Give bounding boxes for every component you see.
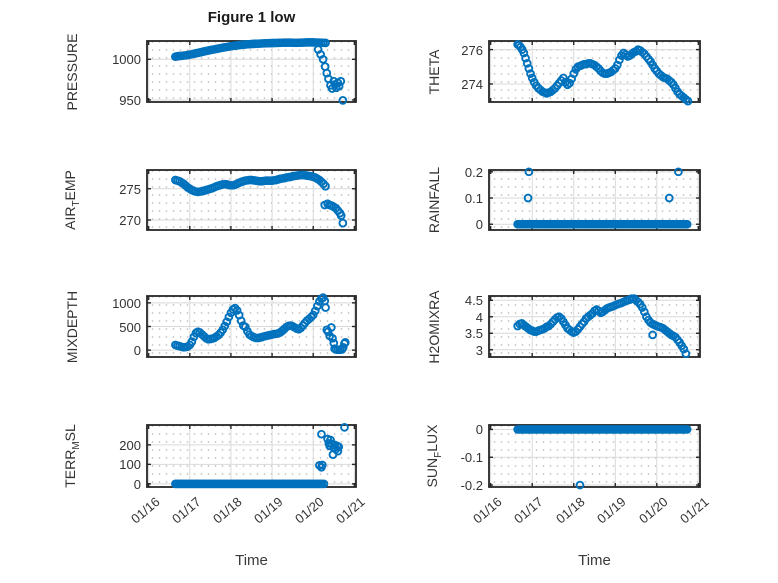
mixdepth-ytick-500: 500 xyxy=(119,319,141,335)
sun-flux-xtick-01/21: 01/21 xyxy=(677,494,712,527)
h2omixra-scatter xyxy=(488,294,701,359)
terr-msl-xtick-01/17: 01/17 xyxy=(168,494,204,527)
air-temp-scatter xyxy=(146,169,357,231)
h2omixra-ytick-4: 4 xyxy=(475,309,483,325)
mixdepth-plot-area xyxy=(146,293,357,358)
h2omixra-ytick-3.5: 3.5 xyxy=(464,326,483,342)
theta-plot-area xyxy=(488,40,701,106)
pressure-scatter xyxy=(146,38,357,105)
sun-flux-ytick--0.1: -0.1 xyxy=(460,450,483,466)
sun-flux-plot-area xyxy=(488,424,701,490)
mixdepth-ytick-0: 0 xyxy=(133,343,141,359)
h2omixra-ytick-3: 3 xyxy=(475,342,483,358)
air-temp-ytick-270: 270 xyxy=(119,213,141,228)
terr-msl-xtick-01/18: 01/18 xyxy=(209,494,245,527)
pressure-ytick-950: 950 xyxy=(119,92,141,108)
rainfall-ytick-0.1: 0.1 xyxy=(464,191,483,207)
h2omixra-plot-area xyxy=(488,294,701,359)
air-temp-plot-area xyxy=(146,169,357,231)
terr-msl-xtick-01/21: 01/21 xyxy=(333,494,368,527)
terr-msl-ylabel: TERRMSL xyxy=(62,424,82,488)
sun-flux-ytick--0.2: -0.2 xyxy=(460,478,483,494)
mixdepth-ytick-1000: 1000 xyxy=(112,295,141,311)
sun-flux-xtick-01/20: 01/20 xyxy=(635,494,671,527)
theta-scatter xyxy=(488,40,701,106)
terr-msl-xtick-01/19: 01/19 xyxy=(251,494,286,527)
sun-flux-xtick-01/16: 01/16 xyxy=(469,494,505,527)
sun-flux-xtick-01/18: 01/18 xyxy=(552,494,588,527)
terr-msl-xtick-01/20: 01/20 xyxy=(292,494,327,527)
pressure-ylabel: PRESSURE xyxy=(64,32,80,111)
theta-ytick-274: 274 xyxy=(461,76,483,92)
x-axis-label-left: Time xyxy=(235,552,268,569)
air-temp-ylabel: AIRTEMP xyxy=(62,170,82,230)
x-axis-label-right: Time xyxy=(578,552,611,569)
sun-flux-ylabel: SUNFLUX xyxy=(424,424,444,488)
rainfall-scatter xyxy=(488,167,701,231)
rainfall-ylabel: RAINFALL xyxy=(426,166,442,234)
sun-flux-scatter xyxy=(488,424,701,490)
terr-msl-scatter xyxy=(146,422,357,489)
terr-msl-plot-area xyxy=(146,422,357,489)
rainfall-ytick-0.2: 0.2 xyxy=(464,164,483,180)
sun-flux-ytick-0: 0 xyxy=(475,422,483,438)
mixdepth-scatter xyxy=(146,293,357,358)
terr-msl-ytick-100: 100 xyxy=(119,457,141,473)
theta-ytick-276: 276 xyxy=(461,42,483,58)
mixdepth-ylabel: MIXDEPTH xyxy=(64,290,80,363)
sun-flux-xtick-01/17: 01/17 xyxy=(511,494,546,527)
rainfall-plot-area xyxy=(488,167,701,231)
air-temp-ytick-275: 275 xyxy=(119,181,141,197)
terr-msl-ytick-200: 200 xyxy=(119,437,141,453)
terr-msl-ytick-0: 0 xyxy=(133,476,141,492)
pressure-ytick-1000: 1000 xyxy=(112,52,141,68)
h2omixra-ylabel: H2OMIXRA xyxy=(426,289,442,364)
figure-title: Figure 1 low xyxy=(207,9,296,26)
h2omixra-ytick-4.5: 4.5 xyxy=(464,293,483,309)
pressure-plot-area xyxy=(146,38,357,105)
rainfall-ytick-0: 0 xyxy=(475,217,483,233)
terr-msl-xtick-01/16: 01/16 xyxy=(127,494,163,527)
sun-flux-xtick-01/19: 01/19 xyxy=(594,494,629,527)
theta-ylabel: THETA xyxy=(426,49,442,94)
